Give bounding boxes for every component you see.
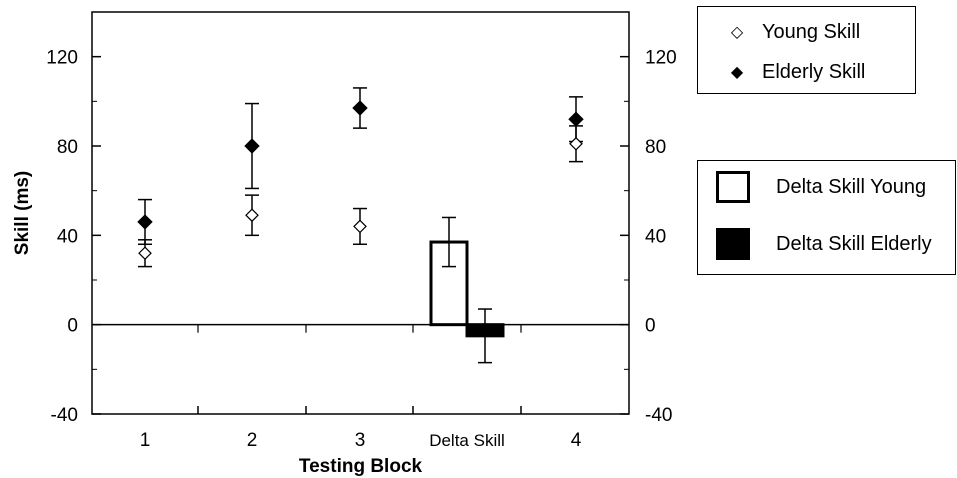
x-tick-label: 4: [571, 430, 582, 451]
legend-label-delta-skill-young: Delta Skill Young: [776, 175, 927, 198]
y-tick-label-right: 40: [645, 226, 666, 247]
point-elderly-skill-1: [137, 214, 153, 230]
open-bar-swatch-icon: [716, 171, 750, 203]
errorbar-delta-elderly: [478, 308, 492, 364]
plot-frame: [91, 11, 630, 415]
errorbar-delta-young: [442, 216, 456, 268]
y-tick-label-right: -40: [645, 405, 672, 426]
x-axis-title: Testing Block: [299, 456, 423, 477]
legend-markers: ◇ Young Skill ◆ Elderly Skill: [697, 6, 916, 94]
point-young-skill-3: [353, 219, 367, 234]
point-young-skill-2: [245, 208, 259, 223]
legend-item-elderly-skill: ◆ Elderly Skill: [712, 61, 866, 84]
y-tick-label-left: 80: [57, 137, 78, 158]
legend-label-delta-skill-elderly: Delta Skill Elderly: [776, 232, 932, 255]
x-tick-label: 2: [247, 430, 258, 451]
point-elderly-skill-2: [244, 138, 260, 154]
point-elderly-skill-3: [352, 100, 368, 116]
filled-bar-swatch-icon: [716, 228, 750, 260]
y-tick-label-left: 40: [57, 226, 78, 247]
y-axis-title: Skill (ms): [12, 171, 33, 255]
legend-label-young-skill: Young Skill: [762, 21, 861, 43]
x-tick-label: Delta Skill: [429, 431, 505, 450]
legend-item-young-skill: ◇ Young Skill: [712, 21, 860, 44]
point-elderly-skill-4: [568, 111, 584, 127]
y-tick-label-right: 120: [645, 48, 677, 69]
open-diamond-icon: ◇: [730, 23, 744, 41]
legend-item-delta-skill-elderly: Delta Skill Elderly: [698, 228, 932, 260]
filled-diamond-icon: ◆: [730, 63, 744, 81]
point-young-skill-4: [569, 136, 583, 151]
x-tick-label: 3: [355, 430, 366, 451]
legend-label-elderly-skill: Elderly Skill: [762, 61, 866, 83]
y-tick-label-left: 0: [67, 316, 78, 337]
legend-item-delta-skill-young: Delta Skill Young: [698, 171, 926, 203]
y-tick-label-right: 80: [645, 137, 666, 158]
y-tick-label-left: -40: [51, 405, 78, 426]
point-young-skill-1: [138, 246, 152, 261]
y-tick-label-right: 0: [645, 316, 656, 337]
y-tick-label-left: 120: [46, 48, 78, 69]
legend-bars: Delta Skill Young Delta Skill Elderly: [697, 160, 956, 275]
x-tick-label: 1: [140, 430, 151, 451]
